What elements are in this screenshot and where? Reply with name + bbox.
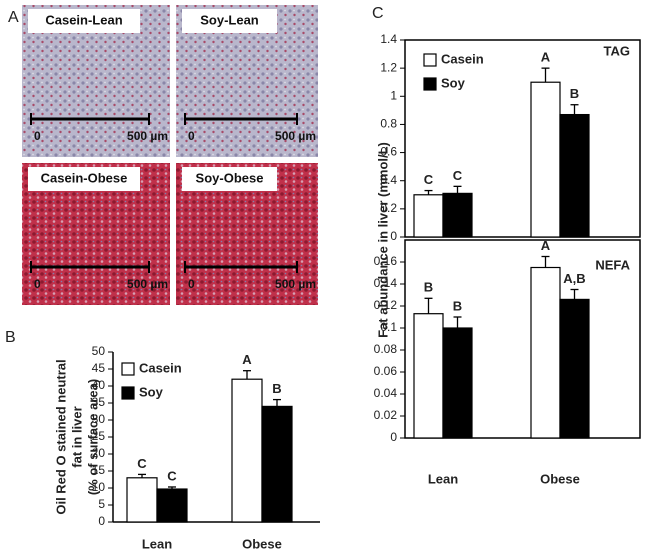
bar bbox=[559, 113, 590, 238]
panel-label: A bbox=[8, 9, 19, 26]
x-tick-label: Lean bbox=[142, 536, 172, 551]
significance-letter: B bbox=[272, 381, 281, 396]
legend-label: Casein bbox=[139, 360, 182, 375]
panel-label: B bbox=[5, 329, 16, 346]
y-tick-label: 0.12 bbox=[374, 298, 398, 312]
scale-start: 0 bbox=[34, 129, 41, 143]
significance-letter: C bbox=[453, 168, 463, 183]
y-tick-label: 0 bbox=[390, 229, 397, 243]
y-tick-label: 20 bbox=[92, 446, 106, 460]
y-tick-label: 45 bbox=[92, 361, 106, 375]
annotation: TAG bbox=[604, 43, 630, 58]
y-axis-label: fat in liver bbox=[69, 406, 84, 467]
y-tick-label: 0.08 bbox=[374, 342, 398, 356]
micrograph-label: Casein-Obese bbox=[41, 170, 128, 185]
y-tick-label: 1 bbox=[390, 88, 397, 102]
bar bbox=[442, 327, 473, 439]
scale-start: 0 bbox=[188, 277, 195, 291]
significance-letter: C bbox=[167, 468, 177, 483]
significance-letter: B bbox=[424, 280, 433, 295]
scale-start: 0 bbox=[34, 277, 41, 291]
bar bbox=[126, 477, 158, 523]
y-tick-label: 1.2 bbox=[380, 60, 397, 74]
x-tick-label: Obese bbox=[540, 471, 580, 486]
y-tick-label: 5 bbox=[98, 497, 105, 511]
x-tick-label: Obese bbox=[242, 536, 282, 551]
y-tick-label: 0.06 bbox=[374, 364, 398, 378]
y-tick-label: 0.04 bbox=[374, 386, 398, 400]
micrograph-label-box bbox=[28, 9, 140, 33]
micrograph-label: Casein-Lean bbox=[45, 12, 122, 27]
significance-letter: A bbox=[242, 352, 252, 367]
y-tick-label: 0.1 bbox=[380, 320, 397, 334]
scale-end: 500 µm bbox=[275, 277, 316, 291]
plot-frame bbox=[404, 39, 641, 238]
legend-label: Casein bbox=[441, 51, 484, 66]
y-tick-label: 50 bbox=[92, 344, 106, 358]
legend-swatch bbox=[121, 386, 135, 400]
significance-letter: C bbox=[424, 172, 434, 187]
micrograph-label: Soy-Obese bbox=[196, 170, 264, 185]
y-tick-label: 0 bbox=[390, 430, 397, 444]
y-tick-label: 0.2 bbox=[380, 201, 397, 215]
x-tick-label: Lean bbox=[428, 471, 458, 486]
significance-letter: A,B bbox=[563, 271, 585, 286]
plot-frame bbox=[404, 239, 641, 439]
legend-label: Soy bbox=[441, 75, 466, 90]
y-axis-label: (% of surface area) bbox=[85, 379, 100, 495]
scale-end: 500 µm bbox=[275, 129, 316, 143]
significance-letter: B bbox=[570, 86, 579, 101]
bar bbox=[413, 313, 444, 439]
scale-end: 500 µm bbox=[127, 277, 168, 291]
bar bbox=[261, 405, 293, 523]
legend-swatch bbox=[423, 53, 437, 67]
y-tick-label: 25 bbox=[92, 429, 106, 443]
y-tick-label: 10 bbox=[92, 480, 106, 494]
y-axis-label: Oil Red O stained neutral bbox=[53, 359, 68, 514]
bar bbox=[231, 378, 263, 523]
micrograph-label-box bbox=[182, 9, 277, 33]
y-tick-label: 0.16 bbox=[374, 254, 398, 268]
bar bbox=[442, 192, 473, 238]
micrograph-label: Soy-Lean bbox=[200, 12, 259, 27]
panel-label: C bbox=[372, 5, 384, 22]
legend-swatch bbox=[423, 77, 437, 91]
y-tick-label: 0.6 bbox=[380, 145, 397, 159]
y-tick-label: 40 bbox=[92, 378, 106, 392]
y-tick-label: 1.4 bbox=[380, 32, 397, 46]
annotation: NEFA bbox=[595, 257, 630, 272]
legend-swatch bbox=[121, 362, 135, 376]
bar bbox=[530, 81, 561, 238]
y-tick-label: 15 bbox=[92, 463, 106, 477]
scale-start: 0 bbox=[188, 129, 195, 143]
legend-label: Soy bbox=[139, 384, 164, 399]
bar bbox=[156, 488, 188, 523]
y-tick-label: 0.02 bbox=[374, 408, 398, 422]
y-tick-label: 0.14 bbox=[374, 276, 398, 290]
y-tick-label: 30 bbox=[92, 412, 106, 426]
significance-letter: A bbox=[541, 238, 551, 253]
bar bbox=[530, 266, 561, 439]
y-tick-label: 35 bbox=[92, 395, 106, 409]
significance-letter: A bbox=[541, 50, 551, 65]
bar bbox=[413, 194, 444, 238]
significance-letter: C bbox=[137, 456, 147, 471]
y-tick-label: 0.4 bbox=[380, 173, 397, 187]
micrograph-label-box bbox=[28, 167, 140, 191]
bar bbox=[559, 298, 590, 439]
y-tick-label: 0.8 bbox=[380, 117, 397, 131]
y-tick-label: 0 bbox=[98, 514, 105, 528]
y-axis-label: Fat abundance in liver (mmol/L) bbox=[375, 142, 390, 338]
significance-letter: B bbox=[453, 298, 462, 313]
scale-end: 500 µm bbox=[127, 129, 168, 143]
micrograph-label-box bbox=[182, 167, 277, 191]
